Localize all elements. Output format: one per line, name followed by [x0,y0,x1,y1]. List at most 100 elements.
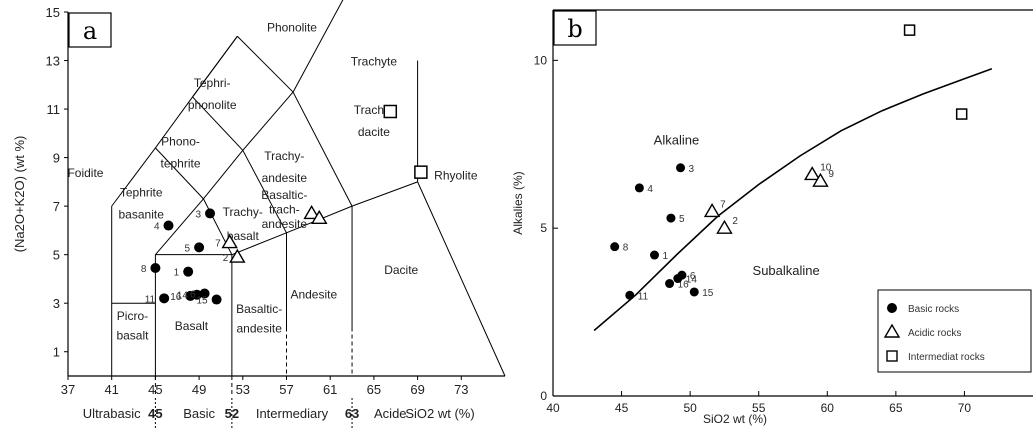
sample-number-label-a: 1 [174,268,180,279]
x-tick-label-a: 53 [236,382,250,397]
y-tick-label-b: 10 [534,53,548,67]
y-tick-label-a: 13 [46,54,60,69]
class-boundary-label: 63 [345,406,359,421]
field-label: Andesite [290,287,337,301]
panel-label-box-a [68,12,112,48]
intermediate-rock-point-b [903,24,916,36]
sample-number-label-b: 15 [702,288,714,299]
x-tick-label-a: 37 [61,382,75,397]
x-tick-label-a: 61 [323,382,337,397]
field-label: Dacite [384,263,418,277]
x-tick-label-b: 65 [889,401,903,415]
basic-rock-point-b [677,270,687,280]
field-label: dacite [358,125,390,139]
sample-number-label-a: 14 [177,291,189,302]
basic-rock-point-b [625,290,635,300]
legend-box [877,289,1032,373]
basic-rock-point-b [676,163,686,173]
y-tick-label-b: 5 [540,221,547,235]
rock-class-label: Acide [374,406,407,421]
field-label: Picro- [117,309,148,323]
acidic-rock-point-a [229,248,246,263]
sample-number-label-a: 2 [223,253,229,264]
basic-rock-point-a [150,263,161,274]
basic-rock-point-a [199,288,210,299]
x-tick-label-a: 49 [192,382,206,397]
x-tick-label-b: 55 [752,401,766,415]
basic-rock-point-b [649,250,659,260]
basic-rock-point-b [666,213,676,223]
field-label: Foidite [67,166,103,180]
field-label: Phono- [161,134,200,148]
y-tick-label-b: 0 [540,389,547,403]
y-tick-label-a: 1 [53,345,60,360]
acidic-rock-point-b [812,172,829,187]
legend-entry-label: Basic rocks [908,304,959,315]
field-boundary-6 [192,35,238,98]
x-tick-label-b: 70 [958,401,972,415]
x-tick-label-b: 45 [615,401,629,415]
x-tick-label-a: 41 [104,382,118,397]
sample-number-label-b: 11 [638,291,649,302]
intermediate-rock-point-a [383,104,398,119]
field-label: tephrite [161,156,201,170]
basic-rock-point-a [163,220,174,231]
field-boundary-23 [417,181,506,377]
field-boundary-2 [154,96,193,149]
intermediate-rock-point-b [955,108,968,120]
acidic-rock-point-a [221,234,238,249]
y-tick-label-a: 7 [53,199,60,214]
sample-number-label-a: 5 [185,243,191,254]
sample-number-label-a: 16 [170,292,182,303]
alkalies-silica-panel-b: 40 45 50 55 60 65 70 0 5 10 Alkaline Subalkaline Alk… [511,9,1033,426]
field-label: andesite [262,171,308,185]
legend-triangle-icon [883,323,901,338]
x-tick-label-a: 73 [454,382,468,397]
basic-rock-point-a [183,266,194,277]
field-label: Trachyte [351,54,398,68]
region-label: Subalkaline [753,263,820,278]
panel-label-a: a [83,17,97,45]
sample-number-label-a: 4 [154,222,160,233]
basic-rock-point-b [689,287,699,297]
field-boundary-9 [155,147,204,200]
rock-class-label: Intermediary [256,406,329,421]
field-boundary-10 [203,150,244,200]
field-label: andesite [237,321,283,335]
sample-number-label-b: 8 [623,243,629,254]
legend-square-icon [886,350,898,362]
field-label: basalt [116,329,149,343]
sample-number-label-a: 3 [195,209,201,220]
x-tick-label-b: 60 [821,401,835,415]
sample-number-label-a: 15 [196,296,208,307]
field-boundary-16 [231,232,287,256]
field-boundary-18 [351,181,418,207]
sample-number-label-a: 7 [215,239,221,250]
basic-rock-point-b [665,279,675,289]
field-boundary-8 [242,91,294,151]
sample-number-label-b: 14 [686,275,698,286]
tas-diagram-panel-a: 37 41 45 49 53 57 61 65 69 7313579111315Phonolite… [12,0,506,428]
basic-rock-point-a [211,294,222,305]
field-boundary-5 [292,0,344,93]
sample-number-label-a: 6 [190,289,196,300]
x-tick-label-b: 40 [546,401,560,415]
region-label: Alkaline [654,132,700,147]
field-label: basalt [227,229,260,243]
y-tick-label-a: 11 [47,102,61,117]
basic-rock-point-b [634,183,644,193]
x-tick-label-b: 50 [683,401,697,415]
acidic-rock-point-a [311,209,328,224]
sample-number-label-b: 7 [720,199,726,210]
sample-number-label-b: 5 [679,214,685,225]
legend-entry-label: Intermediat rocks [908,352,985,363]
intermediate-rock-point-a [414,165,428,179]
panel-label-box-b [553,10,597,46]
class-boundary-label: 45 [148,406,162,421]
x-tick-label-a: 65 [367,382,381,397]
y-tick-label-a: 9 [53,151,60,166]
y-axis-label-b: Alkalies (%) [511,171,525,234]
field-boundary-13 [155,198,204,255]
x-tick-label-a: 45 [148,382,162,397]
